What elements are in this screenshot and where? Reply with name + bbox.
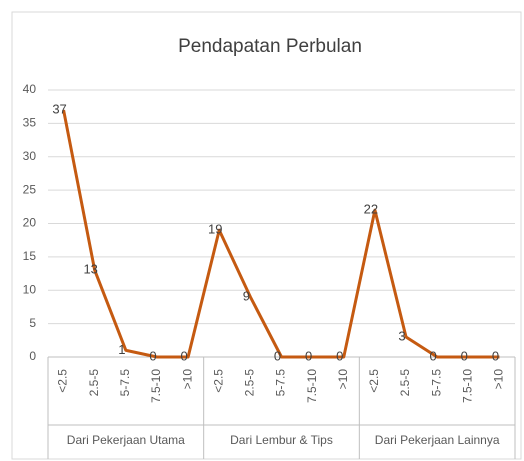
data-label: 0 <box>461 348 468 363</box>
data-label: 0 <box>305 348 312 363</box>
data-label: 0 <box>430 348 437 363</box>
group-label: Dari Pekerjaan Utama <box>67 433 185 447</box>
data-label: 0 <box>492 348 499 363</box>
data-label: 0 <box>149 348 156 363</box>
group-label: Dari Lembur & Tips <box>230 433 333 447</box>
x-tick-label: 2.5-5 <box>87 369 101 397</box>
data-label: 9 <box>243 288 250 303</box>
y-tick-label: 25 <box>23 182 37 196</box>
x-tick-label: 5-7.5 <box>118 369 132 397</box>
x-tick-label: 2.5-5 <box>243 369 257 397</box>
x-tick-label: 5-7.5 <box>429 369 443 397</box>
data-label: 0 <box>180 348 187 363</box>
y-tick-label: 10 <box>23 282 37 296</box>
y-tick-label: 15 <box>23 249 37 263</box>
y-tick-label: 5 <box>29 316 36 330</box>
data-label: 22 <box>364 202 378 217</box>
chart-title: Pendapatan Perbulan <box>178 36 362 57</box>
data-label: 0 <box>336 348 343 363</box>
x-tick-label: <2.5 <box>56 369 70 393</box>
group-label: Dari Pekerjaan Lainnya <box>375 433 500 447</box>
x-tick-label: 5-7.5 <box>274 369 288 397</box>
x-tick-label: 2.5-5 <box>398 369 412 397</box>
chart-border <box>11 11 522 460</box>
x-tick-label: >10 <box>492 369 506 390</box>
data-label: 3 <box>398 328 405 343</box>
data-label: 13 <box>83 262 97 277</box>
y-tick-label: 0 <box>29 349 36 363</box>
y-tick-label: 40 <box>23 82 37 96</box>
line-series <box>62 109 500 359</box>
data-label: 19 <box>208 222 222 237</box>
x-tick-label: <2.5 <box>367 369 381 393</box>
x-tick-label: >10 <box>336 369 350 390</box>
x-tick-label: 7.5-10 <box>460 369 474 403</box>
x-tick-label: 7.5-10 <box>149 369 163 403</box>
x-tick-label: >10 <box>180 369 194 390</box>
y-tick-label: 20 <box>23 216 37 230</box>
data-label: 0 <box>274 348 281 363</box>
y-tick-label: 30 <box>23 149 37 163</box>
y-tick-label: 35 <box>23 116 37 130</box>
x-tick-label: <2.5 <box>211 369 225 393</box>
x-tick-label: 7.5-10 <box>305 369 319 403</box>
data-label: 37 <box>52 101 66 116</box>
data-label: 1 <box>118 342 125 357</box>
